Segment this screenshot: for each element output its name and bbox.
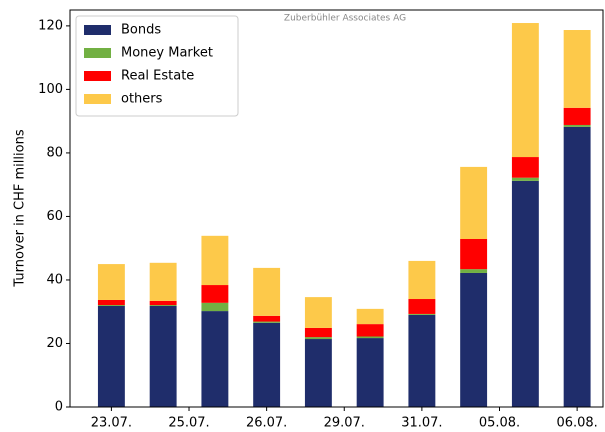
bar-segment — [201, 311, 229, 407]
bar-segment — [408, 299, 436, 314]
bar-segment — [356, 336, 384, 339]
bar-segment — [253, 321, 281, 323]
legend-label: Money Market — [121, 46, 213, 61]
plot-frame — [69, 9, 604, 408]
bar-segment — [356, 338, 384, 407]
bar-segment — [253, 315, 281, 322]
bar-segment — [304, 339, 332, 407]
bar-segment — [408, 260, 436, 300]
bar-segment — [511, 157, 539, 178]
bar-segment — [97, 264, 125, 300]
bar-segment — [563, 30, 591, 108]
bar-segment — [563, 126, 591, 407]
bar-segment — [304, 327, 332, 338]
x-tick-label: 23.07. — [91, 416, 132, 431]
legend-swatch — [84, 71, 111, 81]
legend-label: Real Estate — [121, 69, 194, 84]
bar-segment — [201, 302, 229, 312]
legend-swatch — [84, 48, 111, 58]
legend-label: Bonds — [121, 23, 161, 38]
annotation: Zuberbühler Associates AG — [284, 14, 406, 24]
bar-segment — [460, 272, 488, 407]
bar-segment — [511, 177, 539, 181]
x-tick-label: 25.07. — [168, 416, 209, 431]
bar-segment — [149, 306, 177, 407]
y-tick-label: 40 — [46, 272, 63, 287]
bar-segment — [408, 313, 436, 315]
y-tick-label: 120 — [38, 18, 63, 33]
bar-segment — [460, 269, 488, 273]
bar-segment — [253, 322, 281, 407]
x-tick-label: 31.07. — [401, 416, 442, 431]
bar-segment — [563, 124, 591, 127]
y-axis-label: Turnover in CHF millions — [13, 129, 28, 287]
bar-segment — [460, 238, 488, 270]
y-tick-label: 80 — [46, 145, 63, 160]
bar-segment — [563, 107, 591, 125]
bar-segment — [304, 297, 332, 328]
bar-segment — [356, 308, 384, 325]
legend-box — [75, 15, 239, 117]
bar-segment — [97, 305, 125, 307]
y-tick-label: 20 — [46, 336, 63, 351]
y-tick-label: 0 — [55, 400, 63, 415]
bar-segment — [97, 299, 125, 306]
bar-segment — [149, 262, 177, 301]
bar-segment — [149, 300, 177, 306]
bar-segment — [253, 267, 281, 316]
x-tick-label: 05.08. — [479, 416, 520, 431]
x-tick-label: 26.07. — [246, 416, 287, 431]
x-tick-label: 06.08. — [556, 416, 597, 431]
bar-segment — [97, 306, 125, 407]
legend-label: others — [121, 92, 163, 107]
bar-segment — [460, 166, 488, 239]
bar-segment — [511, 23, 539, 158]
y-tick-label: 60 — [46, 209, 63, 224]
bar-segment — [201, 235, 229, 286]
y-tick-label: 100 — [38, 82, 63, 97]
legend-swatch — [84, 94, 111, 104]
bar-segment — [408, 314, 436, 407]
bar-segment — [356, 324, 384, 337]
bar-segment — [304, 337, 332, 340]
bar-segment — [149, 305, 177, 307]
x-tick-label: 29.07. — [324, 416, 365, 431]
bar-segment — [201, 285, 229, 303]
bar-segment — [511, 180, 539, 407]
legend-swatch — [84, 25, 111, 35]
